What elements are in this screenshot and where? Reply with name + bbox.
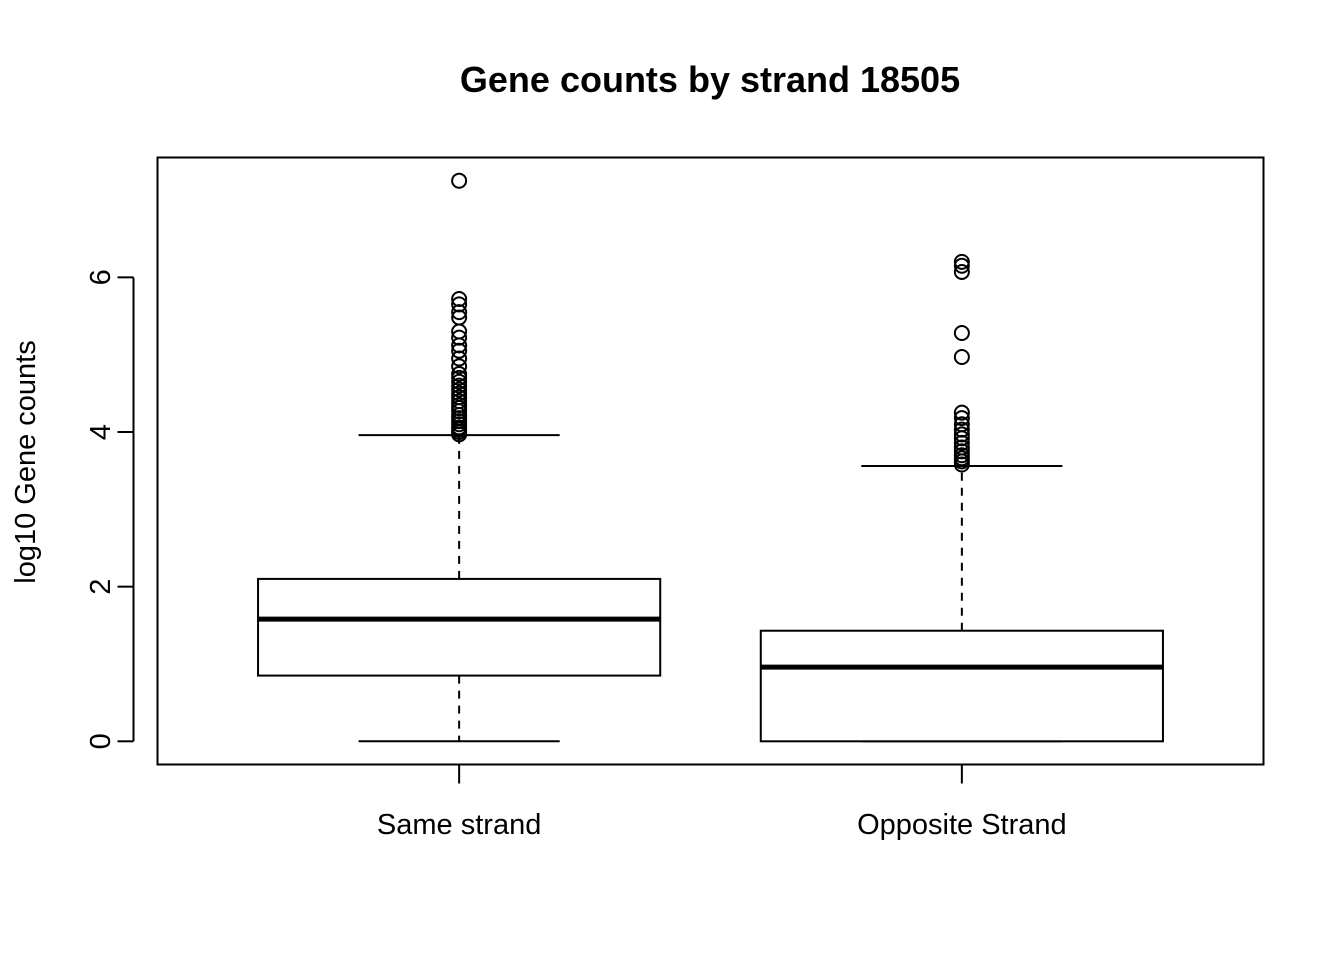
y-tick-label: 2 (85, 579, 117, 595)
chart-title: Gene counts by strand 18505 (460, 59, 960, 100)
y-tick-label: 6 (85, 269, 117, 285)
x-tick-label: Opposite Strand (857, 809, 1067, 841)
plot-frame (156, 156, 1265, 766)
outlier-point (451, 358, 468, 375)
y-axis-label: log10 Gene counts (10, 340, 42, 583)
outlier-point (953, 426, 970, 443)
outlier-point (451, 172, 468, 189)
box-group (759, 253, 1164, 743)
outlier-point (953, 348, 970, 365)
y-tick-label: 0 (85, 733, 117, 749)
outlier-point (451, 329, 468, 346)
outlier-point (451, 291, 468, 308)
outlier-point (953, 410, 970, 427)
outlier-point (451, 366, 468, 383)
box-iqr (759, 629, 1164, 743)
x-axis: Same strand Opposite Strand (377, 764, 1067, 841)
outlier-point (451, 296, 468, 313)
box-series (257, 172, 1164, 743)
outlier-point (953, 416, 970, 433)
y-tick-label: 4 (85, 424, 117, 440)
box-group (257, 172, 662, 743)
outlier-point (953, 253, 970, 270)
x-tick-label: Same strand (377, 809, 541, 841)
outlier-point (953, 404, 970, 421)
outlier-point (953, 325, 970, 342)
box-iqr (257, 577, 662, 677)
outlier-point (953, 263, 970, 280)
y-axis: 0 2 4 6 (85, 269, 135, 749)
outlier-point (953, 421, 970, 438)
